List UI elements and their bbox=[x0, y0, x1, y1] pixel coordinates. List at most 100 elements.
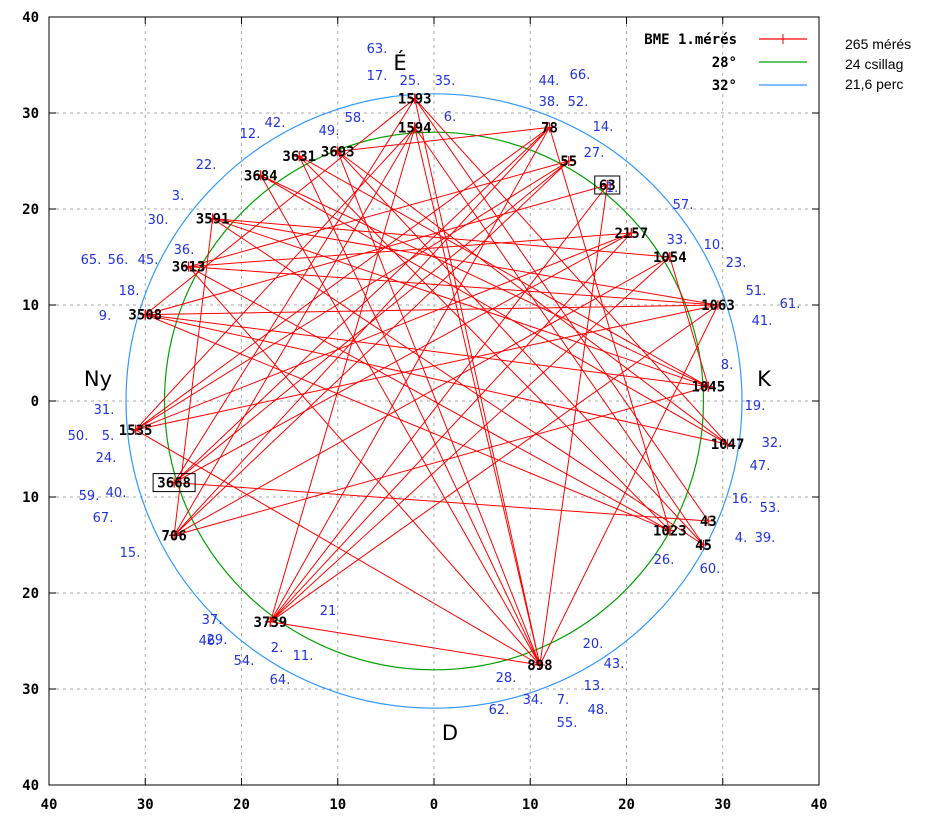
legend: BME 1.mérés 28° 32° bbox=[644, 32, 807, 94]
measurement-index-label: 22. bbox=[196, 158, 217, 173]
star-label: 1063 bbox=[701, 298, 735, 314]
measurement-index-label: 1. bbox=[606, 181, 618, 196]
x-tick-label: 40 bbox=[41, 797, 58, 813]
star-label: 898 bbox=[527, 658, 552, 674]
measurement-index-label: 33. bbox=[667, 233, 688, 248]
measurement-index-label: 4. bbox=[735, 531, 747, 546]
summary-stars: 24 csillag bbox=[845, 56, 904, 72]
measurement-index-label: 42. bbox=[265, 116, 286, 131]
star-78: 78 bbox=[541, 120, 558, 136]
star-3613: 3613 bbox=[172, 260, 206, 276]
star-label: 3613 bbox=[172, 260, 206, 276]
measurement-index-label: 8. bbox=[721, 358, 733, 373]
measurement-index-label: 47. bbox=[750, 459, 771, 474]
measurement-index-label: 63. bbox=[367, 42, 388, 57]
y-tick-label: 30 bbox=[22, 106, 39, 122]
measurement-index-label: 24. bbox=[96, 451, 117, 466]
x-tick-label: 10 bbox=[329, 797, 346, 813]
star-label: 63 bbox=[599, 178, 616, 194]
measurement-index-label: 15. bbox=[120, 546, 141, 561]
direction-east: K bbox=[757, 367, 772, 391]
measurement-index-label: 9. bbox=[99, 309, 111, 324]
measurement-index-label: 48. bbox=[588, 703, 609, 718]
star-2157: 2157 bbox=[614, 226, 648, 242]
direction-labels: É D K Ny bbox=[84, 50, 772, 745]
measurement-index-label: 25. bbox=[400, 74, 421, 89]
measurement-index-label: 52. bbox=[568, 95, 589, 110]
star-706: 706 bbox=[161, 528, 186, 544]
measurement-index-label: 21 bbox=[320, 604, 337, 619]
star-3508: 3508 bbox=[128, 308, 162, 324]
measurement-index-label: 5. bbox=[102, 429, 114, 444]
star-3739: 3739 bbox=[254, 615, 288, 631]
star-1023: 1023 bbox=[653, 524, 687, 540]
measurement-index-label: 27. bbox=[584, 146, 605, 161]
measurement-index-label: 16. bbox=[732, 492, 753, 507]
star-3668: 3668 bbox=[152, 473, 196, 493]
y-tick-label: 30 bbox=[22, 682, 39, 698]
measurement-index-label: 57. bbox=[673, 198, 694, 213]
measurement-index-label: 54. bbox=[234, 654, 255, 669]
star-1045: 1045 bbox=[691, 380, 725, 396]
measurement-index-label: 41. bbox=[752, 314, 773, 329]
direction-south: D bbox=[442, 721, 458, 745]
measurement-index-label: 34. bbox=[523, 693, 544, 708]
measurement-index-label: 50. bbox=[68, 429, 89, 444]
star-label: 1045 bbox=[691, 380, 725, 396]
direction-west: Ny bbox=[84, 367, 112, 391]
measurement-index-label: 37. bbox=[202, 613, 223, 628]
star-label: 3631 bbox=[282, 149, 316, 165]
star-label: 1593 bbox=[398, 92, 432, 108]
measurement-index-label: 43. bbox=[604, 657, 625, 672]
y-tick-label: 20 bbox=[22, 586, 39, 602]
star-label: 3668 bbox=[157, 476, 191, 492]
measurement-index-label: 64. bbox=[270, 673, 291, 688]
x-tick-label: 30 bbox=[137, 797, 154, 813]
star-label: 1047 bbox=[711, 437, 745, 453]
measurement-index-label: 44. bbox=[539, 74, 560, 89]
x-tick-label: 0 bbox=[430, 797, 438, 813]
measurement-index-label: 6. bbox=[444, 110, 456, 125]
star-label: 43 bbox=[700, 514, 717, 530]
measurement-index-label: 56. bbox=[108, 253, 129, 268]
star-label: 1023 bbox=[653, 524, 687, 540]
measurement-index-label: 38. bbox=[539, 95, 560, 110]
y-tick-label: 40 bbox=[22, 10, 39, 26]
measurement-index-label: 49. bbox=[319, 124, 340, 139]
circle-28deg bbox=[163, 131, 705, 671]
summary-duration: 21,6 perc bbox=[845, 76, 904, 92]
measurement-index-label: 45. bbox=[138, 253, 159, 268]
reference-circles bbox=[125, 93, 743, 709]
measurement-index-label: 29. bbox=[207, 633, 228, 648]
measurement-index-label: 14. bbox=[593, 120, 614, 135]
star-label: 3693 bbox=[321, 144, 355, 160]
measurement-index-label: 17. bbox=[367, 69, 388, 84]
legend-label: 28° bbox=[712, 55, 737, 71]
x-tick-label: 40 bbox=[811, 797, 828, 813]
measurement-index-label: 51. bbox=[746, 284, 767, 299]
star-label: 3508 bbox=[128, 308, 162, 324]
measurement-index-label: 53. bbox=[760, 501, 781, 516]
y-tick-label: 40 bbox=[22, 778, 39, 794]
measurement-index-label: 23. bbox=[726, 256, 747, 271]
measurement-index-label: 18. bbox=[119, 284, 140, 299]
y-tick-label: 0 bbox=[31, 394, 39, 410]
circle-32deg bbox=[125, 93, 743, 709]
star-1535: 1535 bbox=[119, 423, 153, 439]
star-55: 55 bbox=[560, 154, 577, 170]
measurement-index-label: 66. bbox=[570, 68, 591, 83]
measurement-index-label: 30. bbox=[148, 213, 169, 228]
legend-label: 32° bbox=[712, 78, 737, 94]
y-tick-label: 10 bbox=[22, 298, 39, 314]
measurement-index-label: 28. bbox=[496, 671, 517, 686]
star-label: 1535 bbox=[119, 423, 153, 439]
star-1063: 1063 bbox=[701, 298, 735, 314]
measurement-path-line bbox=[134, 97, 728, 667]
x-tick-label: 10 bbox=[522, 797, 539, 813]
star-1593: 1593 bbox=[398, 92, 432, 108]
measurement-index-label: 61. bbox=[780, 297, 801, 312]
star-label: 2157 bbox=[614, 226, 648, 242]
measurement-index-label: 58. bbox=[345, 111, 366, 126]
